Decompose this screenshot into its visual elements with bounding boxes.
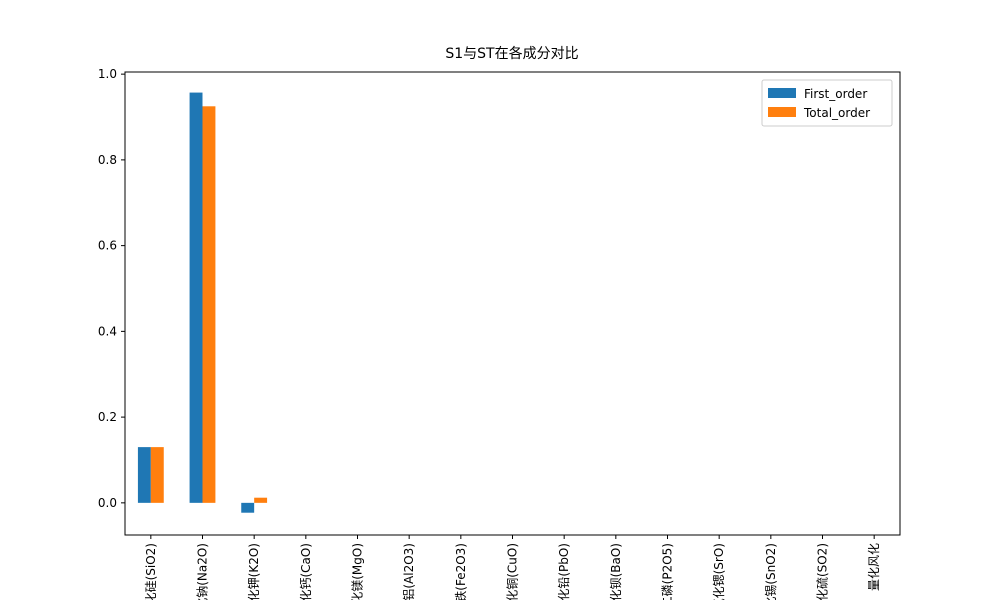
x-tick-label: 氧化铅(PbO)	[557, 543, 571, 600]
y-tick-label: 1.0	[98, 67, 117, 81]
legend-swatch	[768, 88, 796, 98]
bar	[150, 447, 164, 503]
y-tick-label: 0.8	[98, 153, 117, 167]
x-tick-label: 氧化锶(SrO)	[712, 543, 726, 600]
plot-area	[137, 92, 268, 513]
x-tick-label: 氧化锡(SnO2)	[763, 543, 778, 600]
x-tick-label: 氧化钾(K2O)	[247, 543, 261, 600]
x-tick-label: 氧化镁(MgO)	[351, 543, 365, 600]
legend-swatch	[768, 107, 796, 117]
bar	[241, 502, 255, 513]
legend-label: First_order	[804, 87, 867, 101]
bar	[254, 497, 268, 503]
legend-label: Total_order	[803, 106, 870, 120]
x-tick-label: 氧化铝(Al2O3)	[401, 543, 416, 600]
y-tick-label: 0.4	[98, 324, 117, 338]
x-tick-label: 五氧化二磷(P2O5)	[660, 543, 675, 600]
y-tick-label: 0.2	[98, 410, 117, 424]
x-tick-label: 氧化钠(Na2O)	[195, 543, 210, 600]
legend: First_order Total_order	[761, 79, 893, 127]
x-tick-label: 二氧化硫(SO2)	[815, 543, 830, 600]
chart-title: S1与ST在各成分对比	[445, 46, 578, 62]
x-tick-label: 氧化钙(CaO)	[299, 543, 313, 600]
x-tick-label: 氧化铁(Fe2O3)	[454, 543, 468, 600]
y-tick-label: 0.6	[98, 239, 117, 253]
bar	[189, 92, 203, 503]
x-tick-label: 二氧化硅(SiO2)	[144, 543, 158, 600]
y-tick-label: 0.0	[98, 496, 117, 510]
x-tick-label: 氧化铜(CuO)	[505, 543, 520, 600]
x-tick-label: 氧化钡(BaO)	[609, 543, 623, 600]
x-tick-label: 量化风化	[867, 543, 881, 591]
bar	[202, 106, 216, 503]
bar	[137, 447, 151, 503]
